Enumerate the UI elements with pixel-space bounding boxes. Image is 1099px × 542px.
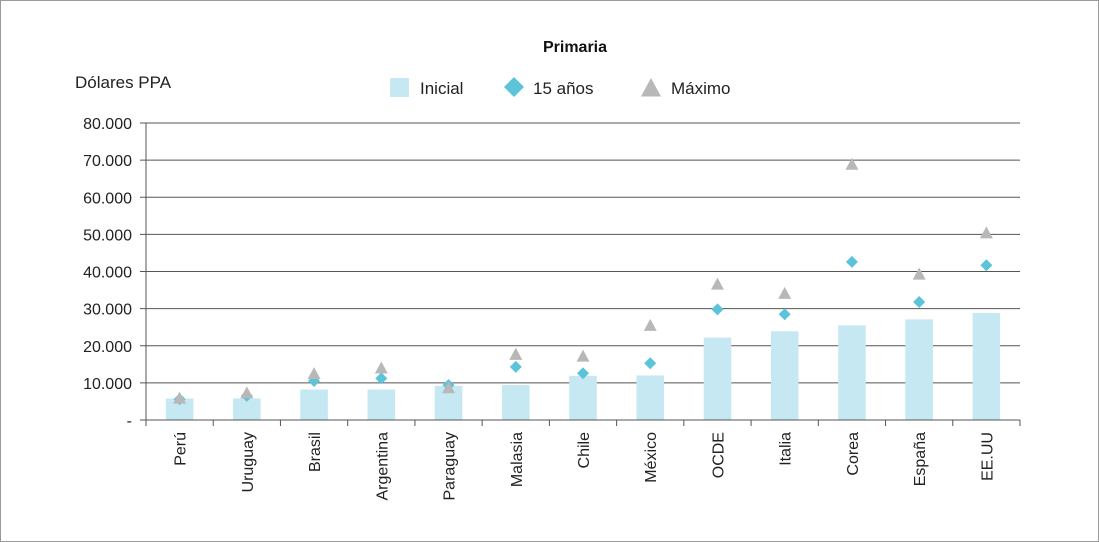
x-tick-label: Malasia (509, 432, 526, 487)
bar (367, 389, 396, 420)
y-tick-label: 30.000 (83, 302, 132, 319)
legend-swatch-bar (390, 78, 409, 97)
x-tick-label: EE.UU (979, 432, 996, 481)
x-tick-label: Corea (845, 432, 862, 476)
triangle-marker (912, 267, 926, 280)
bar (636, 375, 665, 420)
legend-label: Máximo (671, 79, 731, 98)
triangle-marker (240, 386, 254, 399)
y-tick-label: 70.000 (83, 153, 132, 170)
diamond-marker (980, 259, 993, 272)
diamond-marker (509, 360, 522, 373)
x-tick-label: Chile (576, 432, 593, 469)
y-tick-label: 20.000 (83, 339, 132, 356)
diamond-marker (711, 303, 724, 316)
diamond-marker (375, 372, 388, 385)
diamond-marker (504, 77, 524, 97)
markers (173, 157, 993, 406)
legend: Inicial 15 años Máximo (390, 77, 731, 98)
x-tick-label: México (643, 432, 660, 483)
bar (838, 325, 866, 420)
y-tick-label: 50.000 (83, 227, 132, 244)
x-tick-label: Italia (778, 432, 795, 466)
x-tick-label: Uruguay (240, 432, 257, 492)
y-tick-label: 10.000 (83, 376, 132, 393)
x-axis-ticks: Perú Uruguay Brasil Argentina Paraguay Malasi… (145, 420, 1021, 501)
y-tick-label: - (127, 413, 132, 430)
triangle-marker (643, 318, 657, 331)
x-tick-label: OCDE (710, 432, 727, 478)
legend-label: Inicial (420, 79, 463, 98)
y-axis-label: Dólares PPA (75, 73, 172, 92)
bar (501, 385, 530, 420)
diamond-marker (644, 357, 657, 370)
bar (703, 337, 732, 420)
diamond-marker (845, 255, 858, 268)
bar (233, 398, 261, 420)
bar (165, 398, 194, 420)
triangle-marker (442, 381, 456, 394)
diamond-marker (778, 308, 791, 321)
bar (300, 389, 328, 420)
triangle-marker (509, 347, 523, 360)
legend-label: 15 años (533, 79, 594, 98)
triangle-marker (307, 367, 321, 380)
bar (905, 319, 933, 420)
y-tick-label: 40.000 (83, 265, 132, 282)
triangle-marker (710, 277, 724, 290)
triangle-marker (979, 226, 993, 239)
x-tick-label: Perú (173, 432, 190, 466)
x-tick-label: España (912, 432, 929, 486)
bar (569, 375, 597, 420)
x-tick-label: Argentina (374, 432, 391, 501)
triangle-marker (641, 78, 661, 97)
axes (145, 123, 1020, 421)
bars (165, 313, 1001, 420)
diamond-marker (913, 295, 926, 308)
bar (972, 313, 1001, 420)
x-tick-label: Brasil (307, 432, 324, 472)
chart-title: Primaria (543, 39, 607, 56)
triangle-marker (845, 157, 859, 170)
triangle-marker (173, 391, 187, 404)
triangle-marker (778, 286, 792, 299)
diamond-marker (577, 367, 589, 380)
y-tick-label: 60.000 (83, 190, 132, 207)
bar (770, 331, 799, 420)
triangle-marker (374, 361, 388, 374)
x-tick-label: Paraguay (442, 432, 459, 501)
gridlines (146, 122, 1020, 384)
y-tick-label: 80.000 (83, 116, 132, 133)
y-axis-ticks: - 10.000 20.000 30.000 40.000 50.000 60.000 70.… (83, 116, 146, 430)
triangle-marker (576, 349, 590, 362)
